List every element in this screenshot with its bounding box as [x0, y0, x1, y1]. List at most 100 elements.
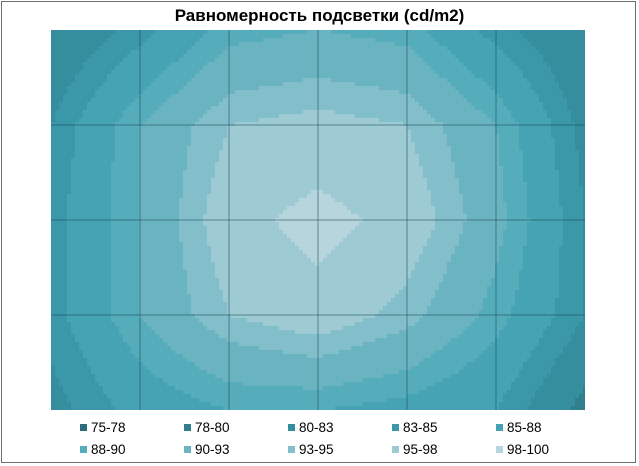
heatmap-cell [95, 46, 100, 51]
heatmap-cell [103, 58, 108, 63]
heatmap-cell [127, 150, 132, 155]
heatmap-cell [99, 114, 104, 119]
heatmap-cell [511, 142, 516, 147]
heatmap-cell [299, 74, 304, 79]
heatmap-cell [343, 78, 348, 83]
heatmap-cell [271, 90, 276, 95]
heatmap-cell [395, 42, 400, 47]
heatmap-cell [427, 114, 432, 119]
heatmap-cell [575, 58, 580, 63]
heatmap-cell [251, 142, 256, 147]
heatmap-cell [543, 146, 548, 151]
heatmap-cell [279, 102, 284, 107]
heatmap-cell [107, 118, 112, 123]
heatmap-cell [319, 66, 324, 71]
heatmap-cell [143, 98, 148, 103]
heatmap-cell [355, 42, 360, 47]
heatmap-cell [79, 158, 84, 163]
heatmap-cell [307, 34, 312, 39]
heatmap-cell [263, 30, 268, 35]
heatmap-cell [387, 82, 392, 87]
heatmap-cell [551, 82, 556, 87]
heatmap-cell [79, 166, 84, 171]
heatmap-cell [351, 134, 356, 139]
heatmap-cell [231, 118, 236, 123]
heatmap-cell [407, 150, 412, 155]
heatmap-cell [263, 94, 268, 99]
heatmap-cell [251, 150, 256, 155]
heatmap-cell [379, 122, 384, 127]
heatmap-cell [383, 162, 388, 167]
heatmap-cell [375, 54, 380, 59]
heatmap-cell [59, 38, 64, 43]
heatmap-cell [275, 42, 280, 47]
heatmap-cell [203, 114, 208, 119]
heatmap-cell [339, 122, 344, 127]
heatmap-cell [55, 126, 60, 131]
heatmap-cell [507, 34, 512, 39]
heatmap-cell [315, 174, 320, 179]
heatmap-cell [327, 134, 332, 139]
heatmap-cell [163, 158, 168, 163]
heatmap-cell [219, 58, 224, 63]
heatmap-cell [107, 98, 112, 103]
heatmap-cell [463, 46, 468, 51]
heatmap-cell [543, 126, 548, 131]
heatmap-cell [251, 94, 256, 99]
heatmap-cell [355, 166, 360, 171]
heatmap-cell [387, 106, 392, 111]
heatmap-cell [323, 70, 328, 75]
heatmap-cell [267, 74, 272, 79]
heatmap-cell [71, 102, 76, 107]
heatmap-cell [327, 130, 332, 135]
heatmap-cell [299, 78, 304, 83]
heatmap-cell [399, 86, 404, 91]
heatmap-cell [467, 162, 472, 167]
heatmap-cell [159, 114, 164, 119]
heatmap-cell [439, 170, 444, 175]
heatmap-cell [263, 110, 268, 115]
heatmap-cell [351, 126, 356, 131]
heatmap-cell [251, 34, 256, 39]
heatmap-cell [519, 150, 524, 155]
heatmap-cell [519, 170, 524, 175]
heatmap-cell [491, 50, 496, 55]
heatmap-cell [519, 134, 524, 139]
heatmap-cell [191, 42, 196, 47]
heatmap-cell [343, 90, 348, 95]
heatmap-cell [123, 154, 128, 159]
heatmap-cell [467, 34, 472, 39]
heatmap-cell [363, 38, 368, 43]
heatmap-cell [159, 142, 164, 147]
heatmap-cell [83, 146, 88, 151]
heatmap-cell [187, 118, 192, 123]
heatmap-cell [375, 30, 380, 35]
heatmap-cell [419, 106, 424, 111]
heatmap-cell [487, 30, 492, 35]
heatmap-cell [247, 74, 252, 79]
heatmap-cell [71, 98, 76, 103]
heatmap-cell [127, 158, 132, 163]
heatmap-cell [571, 70, 576, 75]
heatmap-cell [287, 146, 292, 151]
heatmap-cell [383, 82, 388, 87]
heatmap-cell [459, 174, 464, 179]
heatmap-cell [343, 118, 348, 123]
heatmap-cell [431, 162, 436, 167]
heatmap-cell [291, 66, 296, 71]
heatmap-cell [567, 66, 572, 71]
heatmap-cell [327, 66, 332, 71]
heatmap-cell [307, 98, 312, 103]
heatmap-cell [131, 46, 136, 51]
heatmap-cell [443, 134, 448, 139]
heatmap-cell [451, 158, 456, 163]
heatmap-cell [59, 162, 64, 167]
heatmap-cell [507, 166, 512, 171]
heatmap-cell [155, 66, 160, 71]
heatmap-cell [507, 170, 512, 175]
heatmap-cell [223, 34, 228, 39]
heatmap-cell [347, 106, 352, 111]
heatmap-cell [499, 162, 504, 167]
heatmap-cell [239, 150, 244, 155]
heatmap-cell [307, 110, 312, 115]
